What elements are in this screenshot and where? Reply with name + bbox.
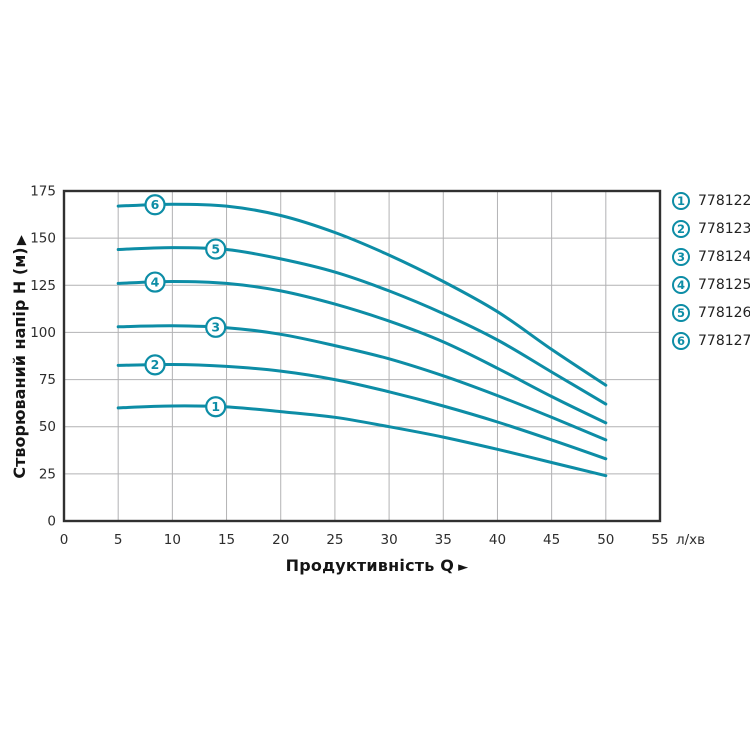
x-axis-label: Продуктивність Q ► — [64, 556, 690, 575]
curve-badge-number: 2 — [151, 357, 160, 372]
legend-article-number: 778127 — [698, 333, 750, 349]
legend-article-number: 778125 — [698, 277, 750, 293]
y-axis-label-text: Створюваний напір H (м) — [10, 247, 29, 479]
pump-curve-4 — [116, 279, 608, 425]
curve-badge-number: 1 — [211, 399, 220, 414]
plot-frame — [62, 189, 662, 523]
pump-curve-3 — [116, 324, 608, 442]
y-tick-label: 150 — [30, 231, 56, 247]
axis-tick-labels: 0 5 10 15 20 25 30 35 40 45 50 55025507510012515017… — [30, 184, 668, 549]
legend-circle-icon: 1 — [672, 192, 690, 210]
x-tick-label: 55 — [651, 532, 668, 548]
legend-circle-icon: 3 — [672, 248, 690, 266]
pump-curve-1 — [116, 404, 608, 478]
y-tick-label: 75 — [39, 372, 56, 388]
x-tick-label: 40 — [489, 532, 506, 548]
x-tick-label: 20 — [272, 532, 289, 548]
curve-number-badges: 1 2 3 4 5 6 — [144, 194, 227, 418]
legend-item: 1 778122 — [672, 192, 750, 210]
curve-badge-circle-3 — [205, 316, 227, 338]
curve-badge-number: 4 — [151, 274, 160, 289]
x-axis-arrow-right-icon: ► — [458, 560, 469, 575]
curve-badge-circle-2 — [144, 354, 166, 376]
x-tick-label: 35 — [435, 532, 452, 548]
legend-item: 2 778123 — [672, 220, 750, 238]
legend-article-number: 778124 — [698, 249, 750, 265]
y-tick-label: 0 — [47, 514, 56, 530]
curve-badge-number: 3 — [211, 320, 220, 335]
legend-article-number: 778126 — [698, 305, 750, 321]
y-tick-label: 100 — [30, 325, 56, 341]
y-tick-label: 175 — [30, 184, 56, 200]
x-tick-label: 45 — [543, 532, 560, 548]
legend-circle-icon: 6 — [672, 332, 690, 350]
legend-circle-icon: 5 — [672, 304, 690, 322]
x-tick-label: 50 — [597, 532, 614, 548]
legend-article-number: 778122 — [698, 193, 750, 209]
curve-badge-circle-4 — [144, 271, 166, 293]
pump-curve-5 — [116, 246, 608, 406]
legend-item: 6 778127 — [672, 332, 750, 350]
legend-circle-icon: 4 — [672, 276, 690, 294]
pump-curve-6 — [116, 202, 608, 387]
x-tick-label: 0 — [60, 532, 69, 548]
legend-article-number: 778123 — [698, 221, 750, 237]
x-tick-label: 15 — [218, 532, 235, 548]
y-tick-label: 50 — [39, 419, 56, 435]
x-tick-label: 10 — [164, 532, 181, 548]
curve-badge-circle-5 — [205, 238, 227, 260]
y-tick-label: 25 — [39, 466, 56, 482]
y-axis-label: Створюваний напір H (м)▲ — [10, 187, 32, 527]
gridlines — [64, 191, 660, 521]
y-tick-label: 125 — [30, 278, 56, 294]
x-tick-label: 30 — [380, 532, 397, 548]
legend: 1 778122 2 778123 3 778124 4 778125 5 778126 6 7781… — [672, 192, 750, 350]
curve-badge-number: 6 — [151, 197, 160, 212]
pump-curves — [116, 202, 608, 478]
x-tick-label: 5 — [114, 532, 123, 548]
legend-circle-icon: 2 — [672, 220, 690, 238]
curve-badge-circle-6 — [144, 194, 166, 216]
x-axis-unit: л/хв — [676, 532, 705, 548]
x-axis-label-text: Продуктивність Q — [285, 556, 455, 575]
legend-item: 5 778126 — [672, 304, 750, 322]
pump-curve-2 — [116, 362, 608, 461]
legend-item: 3 778124 — [672, 248, 750, 266]
curve-badge-number: 5 — [211, 241, 220, 256]
y-axis-arrow-up-icon: ▲ — [16, 232, 27, 248]
curve-badge-circle-1 — [205, 396, 227, 418]
x-tick-label: 25 — [326, 532, 343, 548]
legend-item: 4 778125 — [672, 276, 750, 294]
